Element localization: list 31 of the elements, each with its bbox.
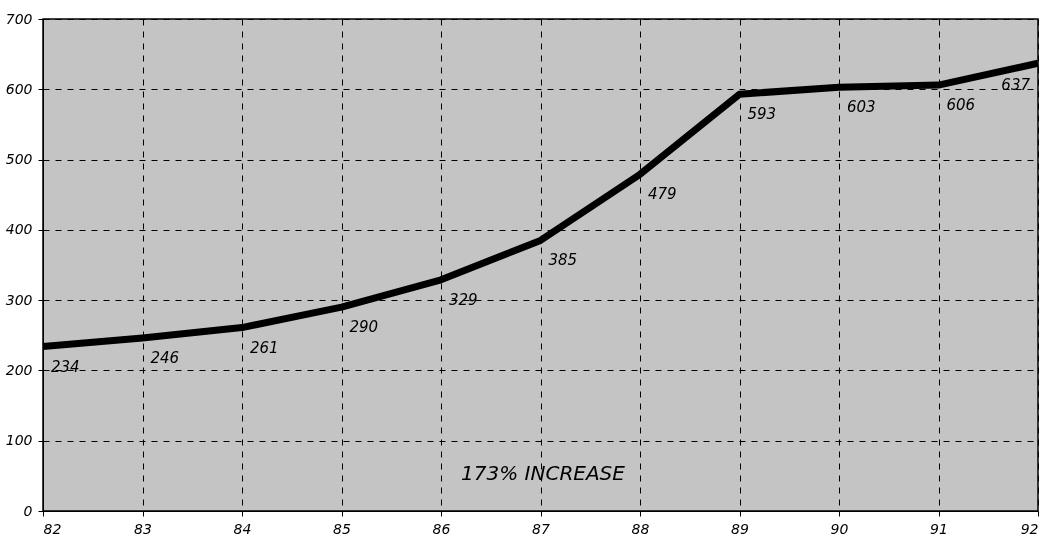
x-tick-label: 86 [432, 520, 451, 537]
x-tick-label: 87 [532, 520, 550, 537]
y-tick-label: 500 [5, 151, 33, 168]
x-tick-label: 85 [333, 520, 351, 537]
y-tick-label: 200 [5, 361, 33, 378]
y-tick-label: 700 [5, 10, 33, 27]
data-label: 603 [847, 98, 876, 117]
data-label: 290 [349, 318, 379, 337]
x-tick-label: 90 [830, 520, 849, 537]
data-label: 637 [1001, 76, 1031, 95]
x-tick-label: 91 [930, 520, 948, 537]
x-tick-label: 84 [233, 520, 252, 537]
y-tick-label: 300 [5, 291, 33, 308]
data-label: 329 [449, 290, 478, 309]
data-label: 606 [946, 96, 976, 115]
x-tick-label: 83 [134, 520, 152, 537]
y-tick-label: 100 [5, 432, 33, 449]
x-tick-label: 88 [631, 520, 650, 537]
y-tick-label: 400 [5, 221, 33, 238]
data-label: 261 [250, 338, 279, 357]
data-label: 593 [747, 105, 777, 124]
data-label: 234 [51, 357, 80, 376]
x-tick-label: 92 [1020, 520, 1039, 537]
y-tick-label: 0 [23, 502, 33, 519]
data-label: 246 [150, 349, 180, 368]
y-tick-label: 600 [5, 80, 33, 97]
x-tick-label: 89 [731, 520, 749, 537]
x-tick-label: 82 [43, 520, 62, 537]
annotation: 173% INCREASE [461, 461, 626, 485]
data-label: 479 [648, 185, 677, 204]
data-label: 385 [548, 251, 578, 270]
